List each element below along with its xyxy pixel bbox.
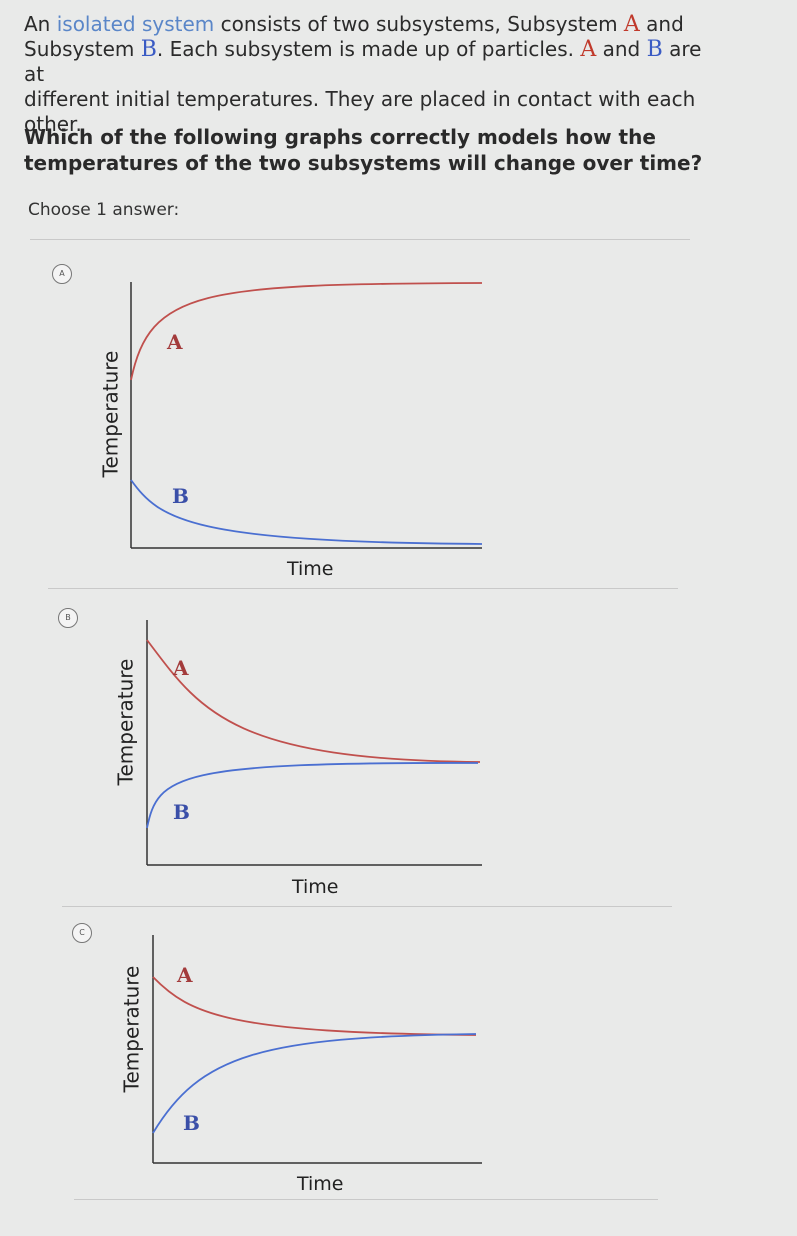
- subsystem-a-symbol: A: [623, 12, 640, 37]
- curve-b-label: B: [183, 1111, 200, 1135]
- curve-a-label: A: [177, 963, 193, 987]
- divider: [48, 588, 678, 589]
- y-axis-label: Temperature: [113, 658, 138, 786]
- question-word: and: [646, 12, 684, 36]
- curve-a: [130, 282, 483, 381]
- question-word: Subsystem: [24, 37, 135, 61]
- subsystem-b-symbol: B: [646, 37, 663, 62]
- x-axis-label: Time: [292, 876, 339, 898]
- graph-option-a: [130, 282, 483, 549]
- answer-option-a[interactable]: A Temperature Time A B: [0, 250, 797, 590]
- curve-b: [152, 1033, 477, 1134]
- isolated-system-link[interactable]: isolated system: [56, 12, 215, 36]
- y-axis-label: Temperature: [119, 965, 144, 1093]
- curve-b-label: B: [173, 800, 190, 824]
- question-text: An isolated system consists of two subsy…: [24, 12, 714, 137]
- question-word: . Each subsystem is made up of particles…: [156, 37, 574, 61]
- divider: [62, 906, 672, 907]
- curve-a: [146, 639, 481, 763]
- answer-option-c[interactable]: C Temperature Time A B: [0, 915, 797, 1215]
- graph-option-b: [146, 620, 482, 866]
- curve-a-label: A: [173, 656, 189, 680]
- curve-b: [146, 762, 479, 829]
- answer-instruction: Choose 1 answer:: [28, 200, 180, 220]
- question-word: and: [602, 37, 641, 61]
- x-axis-label: Time: [287, 558, 334, 580]
- curve-b: [130, 479, 483, 545]
- x-axis-label: Time: [297, 1173, 344, 1195]
- radio-option-c[interactable]: C: [72, 923, 92, 943]
- graph-option-c: [152, 935, 482, 1164]
- curve-a-label: A: [167, 330, 183, 354]
- subsystem-a-symbol: A: [580, 37, 597, 62]
- curve-b-label: B: [172, 484, 189, 508]
- divider: [74, 1199, 658, 1200]
- question-word: different initial temperatures. They are…: [24, 87, 696, 136]
- curve-a: [152, 976, 477, 1036]
- question-prompt: Which of the following graphs correctly …: [24, 125, 703, 175]
- question-word: consists of two subsystems, Subsystem: [220, 12, 618, 36]
- subsystem-b-symbol: B: [140, 37, 157, 62]
- divider: [30, 239, 690, 240]
- question-word: An: [24, 12, 51, 36]
- question-word: are at: [24, 37, 702, 86]
- radio-option-b[interactable]: B: [58, 608, 78, 628]
- y-axis-label: Temperature: [98, 350, 123, 478]
- answer-option-b[interactable]: B Temperature Time A B: [0, 600, 797, 900]
- radio-option-a[interactable]: A: [52, 264, 72, 284]
